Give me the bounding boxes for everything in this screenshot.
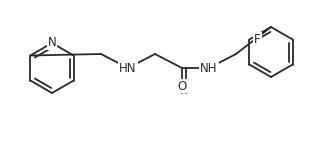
Text: HN: HN (119, 61, 137, 75)
Text: O: O (178, 80, 187, 93)
Text: N: N (48, 36, 56, 50)
Text: F: F (254, 33, 261, 46)
Text: NH: NH (200, 61, 218, 75)
